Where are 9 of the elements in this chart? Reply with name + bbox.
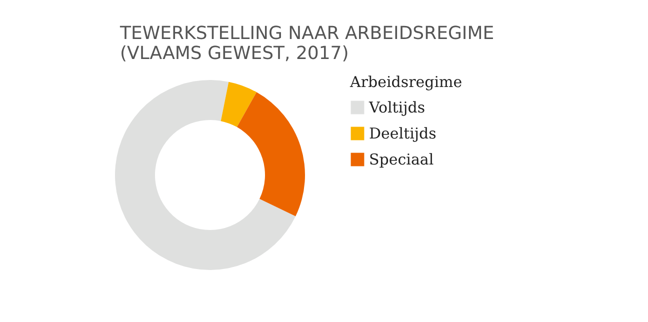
text: (VLAAMS GEWEST, 2017) — [120, 43, 349, 64]
text: TEWERKSTELLING NAAR ARBEIDSREGIME — [120, 23, 494, 44]
donut-slice — [115, 80, 296, 270]
donut-slice — [236, 92, 305, 216]
legend-title: Arbeidsregime — [349, 73, 462, 91]
legend-label: Voltijds — [368, 98, 426, 116]
donut-slice — [220, 82, 257, 128]
legend-label: Speciaal — [369, 150, 434, 168]
legend-label: Deeltijds — [369, 124, 436, 142]
